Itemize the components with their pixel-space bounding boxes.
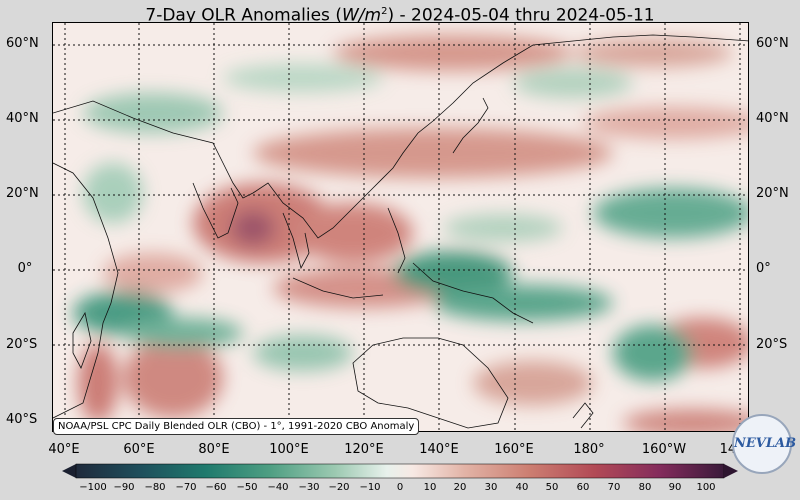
cbar-tick: 10	[423, 482, 437, 493]
cbar-tick: 100	[696, 482, 716, 493]
cbar-tick: 40	[515, 482, 529, 493]
lon-label-80e: 80°E	[198, 442, 230, 457]
colorbar	[62, 463, 738, 479]
data-source-label: NOAA/PSL CPC Daily Blended OLR (CBO) - 1…	[53, 418, 420, 435]
cbar-tick: −80	[144, 482, 166, 493]
logo-text: NEVLAB	[734, 436, 797, 451]
lon-label-140e: 140°E	[419, 442, 459, 457]
lon-label-120e: 120°E	[344, 442, 384, 457]
lon-label-160e: 160°E	[494, 442, 534, 457]
map-title: 7-Day OLR Anomalies (W/m2) - 2024-05-04 …	[145, 5, 655, 26]
olr-anomaly-map	[52, 22, 749, 432]
lon-label-60e: 60°E	[123, 442, 155, 457]
cbar-tick: 20	[453, 482, 467, 493]
cbar-tick: 60	[576, 482, 590, 493]
cbar-tick: −40	[267, 482, 289, 493]
cbar-tick: −60	[205, 482, 227, 493]
lat-label-20s: 20°S	[6, 337, 38, 352]
cbar-tick: 0	[396, 482, 404, 493]
lat-label-20n: 20°N	[6, 186, 39, 201]
cbar-tick: −10	[359, 482, 381, 493]
cbar-tick: −20	[328, 482, 350, 493]
lat-label-40s: 40°S	[6, 412, 38, 427]
nevlab-logo: NEVLAB	[732, 414, 797, 474]
lat-label-40n: 40°N	[6, 111, 39, 126]
lon-label-180: 180°	[573, 442, 605, 457]
lat-label-40n-right: 40°N	[756, 111, 789, 126]
lon-label-100e: 100°E	[269, 442, 309, 457]
lon-label-160w: 160°W	[641, 442, 687, 457]
lon-label-40e: 40°E	[48, 442, 80, 457]
lat-label-0-right: 0°	[756, 261, 771, 276]
cbar-tick: −90	[113, 482, 135, 493]
lat-label-60n-right: 60°N	[756, 36, 789, 51]
cbar-tick: 90	[668, 482, 682, 493]
lat-label-60n: 60°N	[6, 36, 39, 51]
lat-label-20n-right: 20°N	[756, 186, 789, 201]
cbar-tick: 70	[607, 482, 621, 493]
cbar-tick: −70	[175, 482, 197, 493]
cbar-tick: −30	[298, 482, 320, 493]
cbar-tick: −100	[79, 482, 107, 493]
cbar-tick: −50	[236, 482, 258, 493]
lat-label-0: 0°	[17, 261, 33, 276]
cbar-tick: 50	[545, 482, 559, 493]
cbar-tick: 30	[484, 482, 498, 493]
lat-label-20s-right: 20°S	[756, 337, 788, 352]
cbar-tick: 80	[638, 482, 652, 493]
